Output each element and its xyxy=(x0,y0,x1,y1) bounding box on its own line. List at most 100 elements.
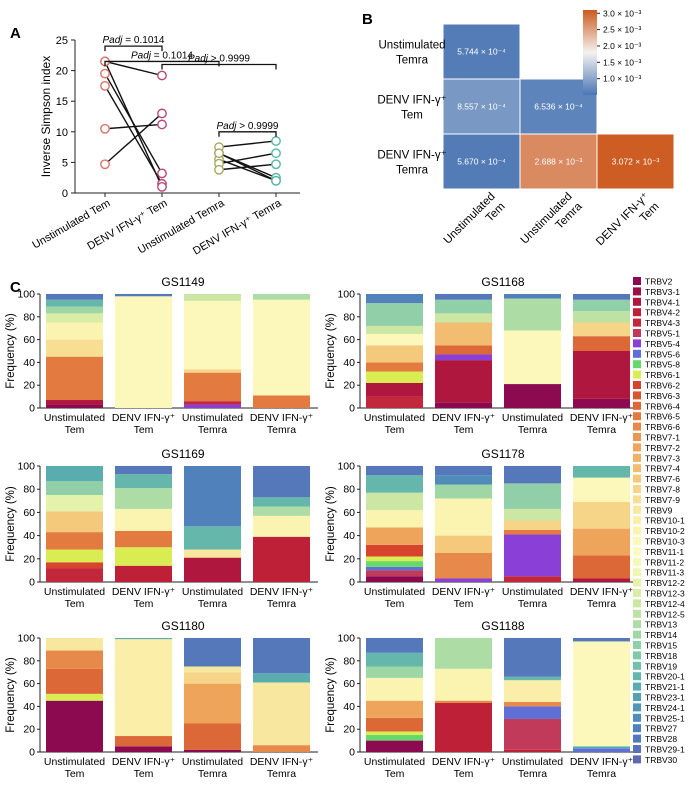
bar-segment-trbv15 xyxy=(46,481,103,495)
bar-segment-trbv6-6 xyxy=(46,650,103,669)
legend-label: TRBV7-4 xyxy=(645,464,680,474)
bar-segment-trbv14 xyxy=(366,666,423,678)
y-tick-label: 60 xyxy=(343,507,355,519)
y-tick-label: 0 xyxy=(349,747,355,759)
x-tick-label: Unstimulated xyxy=(182,756,243,768)
legend-swatch xyxy=(633,464,641,473)
legend-swatch xyxy=(633,682,641,691)
bar-segment-trbv9 xyxy=(184,666,241,673)
x-tick-label: DENV IFN-γ⁺ xyxy=(250,586,314,598)
heatmap-cell-label: 5.670 × 10⁻⁴ xyxy=(457,157,506,167)
data-point xyxy=(214,164,224,175)
paired-line xyxy=(218,158,277,182)
y-tick-label: 80 xyxy=(23,484,35,496)
bar-segment-trbv4-1 xyxy=(366,382,423,397)
y-tick-label: 80 xyxy=(23,655,35,667)
bar-segment-trbv2 xyxy=(115,746,172,752)
bar-segment-trbv4-3 xyxy=(504,576,561,582)
data-point xyxy=(157,70,167,81)
x-tick-label: Unstimulated xyxy=(364,412,425,424)
bar-segment-trbv27 xyxy=(184,466,241,527)
legend-swatch xyxy=(633,391,641,400)
bar-segment-trbv10-1 xyxy=(115,639,172,737)
bar-segment-trbv4-3 xyxy=(366,396,423,408)
bar-segment-trbv13 xyxy=(253,294,310,300)
legend-swatch xyxy=(633,412,641,421)
bar-segment-trbv28 xyxy=(253,638,310,674)
heatmap-cell-label: 3.072 × 10⁻³ xyxy=(612,157,660,167)
bar-segment-trbv6-2 xyxy=(46,562,103,569)
legend-swatch xyxy=(633,703,641,712)
legend-swatch xyxy=(633,693,641,701)
color-legend-label: 2.5 × 10⁻³ xyxy=(603,25,641,35)
y-tick-label: 60 xyxy=(343,678,355,690)
x-tick-label: Tem xyxy=(65,424,85,436)
legend-label: TRBV15 xyxy=(645,641,677,651)
x-tick-label: Tem xyxy=(65,598,85,610)
legend-swatch xyxy=(633,672,641,681)
bar-segment-trbv6-6 xyxy=(435,553,492,579)
bar-segment-trbv7-2 xyxy=(184,683,241,724)
legend-label: TRBV7-8 xyxy=(645,485,680,495)
x-tick-label: Unstimulated xyxy=(44,412,105,424)
heatmap-row-label: DENV IFN-γ⁺ xyxy=(377,150,446,162)
bar-segment-trbv6-1 xyxy=(366,556,423,562)
bar-segment-trbv14 xyxy=(46,306,103,314)
x-tick-label: Tem xyxy=(385,598,405,610)
bar-segment-trbv5-6 xyxy=(366,566,423,571)
legend-label: TRBV5-8 xyxy=(645,360,680,370)
paired-line xyxy=(218,152,277,182)
bar-segment-trbv28 xyxy=(115,294,172,297)
y-tick-label: 60 xyxy=(23,678,35,690)
bar-segment-trbv12-4 xyxy=(184,294,241,301)
paired-line xyxy=(218,152,277,165)
x-tick-label: Unstimulated xyxy=(364,756,425,768)
bar-segment-trbv7-8 xyxy=(573,322,630,337)
legend-swatch xyxy=(633,495,641,504)
bar-segment-trbv2 xyxy=(366,740,423,752)
bar-segment-trbv25-1 xyxy=(435,475,492,485)
bar-segment-trbv6-1 xyxy=(366,371,423,383)
heatmap-cell-label: 8.557 × 10⁻⁴ xyxy=(457,102,506,112)
legend-swatch xyxy=(633,547,641,556)
bar-segment-trbv4-2 xyxy=(253,536,310,582)
legend-label: TRBV24-1 xyxy=(645,703,685,713)
y-tick-label: 25 xyxy=(56,35,68,47)
x-tick-label: DENV IFN-γ⁺ xyxy=(570,412,634,424)
bar-segment-trbv6-2 xyxy=(366,544,423,557)
x-tick-label: DENV IFN-γ⁺ xyxy=(250,412,314,424)
y-tick-label: 100 xyxy=(337,461,355,473)
x-tick-label: Tem xyxy=(454,768,474,780)
paired-line xyxy=(104,123,163,130)
legend-swatch xyxy=(633,381,641,389)
panel-title: GS1168 xyxy=(481,275,524,289)
x-tick-label: Unstimulated xyxy=(502,586,563,598)
y-tick-label: 40 xyxy=(343,701,355,713)
color-legend-label: 3.0 × 10⁻³ xyxy=(603,8,641,18)
chart-c-legend: TRBV2TRBV3-1TRBV4-1TRBV4-2TRBV4-3TRBV5-1… xyxy=(633,277,685,765)
bar-segment-trbv6-4 xyxy=(46,668,103,694)
legend-swatch xyxy=(633,443,641,452)
bar-segment-trbv9 xyxy=(184,549,241,558)
bar-segment-trbv2 xyxy=(46,404,103,408)
bar-segment-trbv21-1 xyxy=(253,673,310,683)
y-tick-label: 0 xyxy=(29,403,35,415)
bar-segment-trbv10-3 xyxy=(115,296,172,408)
y-tick-label: 20 xyxy=(343,724,355,736)
y-tick-label: 80 xyxy=(23,311,35,323)
x-tick-label: DENV IFN-γ⁺ xyxy=(570,586,634,598)
y-tick-label: 60 xyxy=(23,507,35,519)
bar-segment-trbv28 xyxy=(366,466,423,476)
bar-segment-trbv10-3 xyxy=(573,477,630,502)
y-tick-label: 80 xyxy=(343,311,355,323)
bar-segment-trbv10-3 xyxy=(504,330,561,385)
legend-label: TRBV30 xyxy=(645,755,677,765)
legend-label: TRBV13 xyxy=(645,620,677,630)
significance-label: Padj = 0.1014 xyxy=(103,35,165,46)
bar-segment-trbv5-6 xyxy=(573,748,630,752)
bar-segment-trbv6-6 xyxy=(253,745,310,752)
panel-title: GS1149 xyxy=(161,275,204,289)
